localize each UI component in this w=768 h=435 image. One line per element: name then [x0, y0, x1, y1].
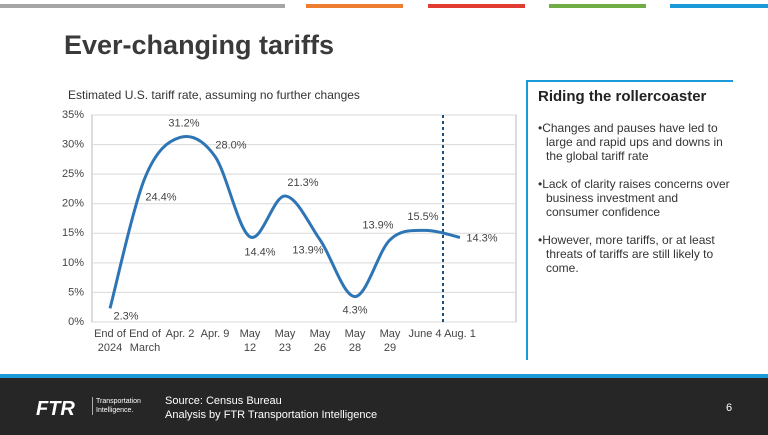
y-tick-label: 10%: [62, 257, 84, 269]
plot-frame: [91, 114, 517, 323]
x-tick-label: End of 2024: [94, 328, 127, 354]
data-label: 15.5%: [407, 211, 438, 223]
accent-bar: [549, 4, 646, 8]
accent-bar: [306, 4, 403, 8]
y-tick-label: 15%: [62, 227, 84, 239]
x-tick-label: End of March: [129, 328, 162, 354]
data-label: 2.3%: [113, 310, 138, 322]
data-label: 24.4%: [145, 192, 176, 204]
side-panel: Riding the rollercoaster Changes and pau…: [526, 80, 733, 360]
x-tick-label: May 23: [275, 328, 296, 354]
bullet: Changes and pauses have led to large and…: [538, 121, 733, 163]
page-number: 6: [726, 402, 733, 414]
data-label: 28.0%: [215, 139, 246, 151]
panel-heading: Riding the rollercoaster: [538, 88, 707, 105]
bullet-list: Changes and pauses have led to large and…: [528, 121, 733, 275]
chart: Estimated U.S. tariff rate, assuming no …: [62, 88, 517, 354]
data-label: 4.3%: [342, 304, 367, 316]
data-label: 13.9%: [362, 220, 393, 232]
accent-bar: [428, 4, 525, 8]
x-tick-label: Aug. 1: [444, 328, 476, 340]
footer: FTR Transportation Intelligence. Source:…: [0, 374, 768, 435]
source-line: Source: Census Bureau: [165, 395, 282, 407]
x-tick-label: May 29: [380, 328, 401, 354]
x-tick-label: Apr. 9: [201, 328, 230, 340]
data-label: 13.9%: [292, 245, 323, 257]
logo-tagline: Transportation Intelligence.: [92, 397, 144, 415]
logo: FTR: [36, 398, 75, 420]
data-label: 14.4%: [244, 247, 275, 259]
accent-bar: [670, 4, 768, 8]
data-label: 31.2%: [168, 117, 199, 129]
x-tick-label: May 12: [240, 328, 261, 354]
x-tick-label: May 28: [345, 328, 366, 354]
x-tick-label: June 4: [408, 328, 441, 340]
bullet: However, more tariffs, or at least threa…: [538, 233, 733, 275]
y-tick-label: 5%: [68, 286, 84, 298]
y-tick-label: 0%: [68, 316, 84, 328]
y-tick-label: 20%: [62, 198, 84, 210]
y-tick-label: 35%: [62, 109, 84, 121]
data-label: 14.3%: [466, 232, 497, 244]
source-line: Analysis by FTR Transportation Intellige…: [165, 409, 378, 421]
y-tick-label: 30%: [62, 138, 84, 150]
y-tick-label: 25%: [62, 168, 84, 180]
source: Source: Census Bureau Analysis by FTR Tr…: [165, 394, 377, 422]
data-label: 21.3%: [287, 177, 318, 189]
chart-subtitle: Estimated U.S. tariff rate, assuming no …: [68, 88, 360, 102]
line-series: [108, 135, 461, 309]
accent-bar: [0, 4, 285, 8]
x-tick-label: Apr. 2: [166, 328, 195, 340]
slide-title: Ever-changing tariffs: [64, 30, 335, 60]
x-tick-label: May 26: [310, 328, 331, 354]
bullet: Lack of clarity raises concerns over bus…: [538, 177, 733, 219]
